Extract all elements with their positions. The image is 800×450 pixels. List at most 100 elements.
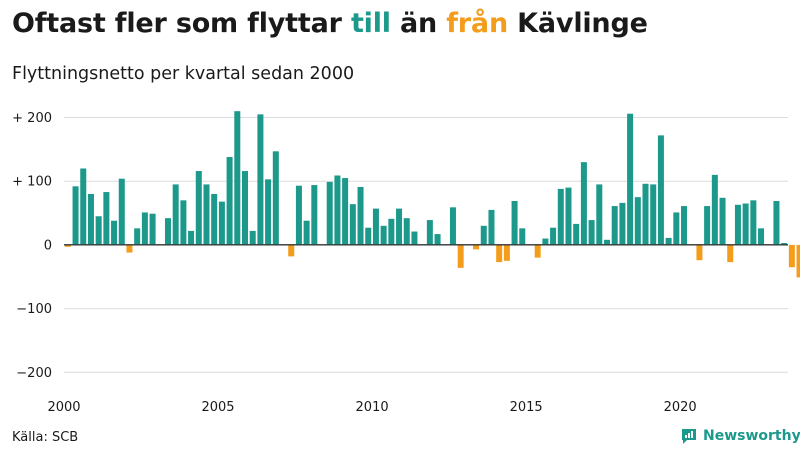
bar bbox=[589, 220, 595, 245]
bar bbox=[512, 201, 518, 245]
y-tick-label: + 200 bbox=[12, 111, 52, 126]
y-tick-label: + 100 bbox=[12, 175, 52, 190]
bar bbox=[573, 224, 579, 245]
bar bbox=[142, 212, 148, 244]
bar bbox=[188, 231, 194, 245]
bar bbox=[111, 221, 117, 245]
bar bbox=[203, 184, 209, 244]
bar-chart: + 200 + 100 0 −100 −200 2000 2005 2010 2015 2020 bbox=[0, 0, 800, 420]
bar bbox=[627, 114, 633, 245]
bar bbox=[119, 179, 125, 245]
bar bbox=[758, 228, 764, 245]
x-tick-label: 2000 bbox=[47, 400, 80, 415]
bar bbox=[619, 203, 625, 245]
bar bbox=[358, 187, 364, 245]
bar bbox=[604, 240, 610, 245]
bar bbox=[558, 189, 564, 245]
bar bbox=[750, 200, 756, 245]
bar bbox=[196, 171, 202, 245]
bar bbox=[727, 245, 733, 262]
bar bbox=[496, 245, 502, 262]
bar bbox=[596, 184, 602, 244]
bar bbox=[696, 245, 702, 260]
bar bbox=[519, 228, 525, 245]
brand-name: Newsworthy bbox=[703, 428, 800, 444]
bar bbox=[458, 245, 464, 268]
bar bbox=[265, 179, 271, 245]
bar bbox=[242, 171, 248, 245]
bar bbox=[134, 228, 140, 245]
bar bbox=[304, 221, 310, 245]
bar bbox=[581, 162, 587, 245]
bar bbox=[735, 205, 741, 245]
bar bbox=[73, 186, 79, 245]
bar bbox=[327, 182, 333, 245]
bar bbox=[150, 214, 156, 245]
bar bbox=[365, 228, 371, 245]
bar bbox=[219, 202, 225, 245]
bar bbox=[180, 200, 186, 245]
bar bbox=[96, 216, 102, 245]
bar bbox=[720, 198, 726, 245]
bar bbox=[743, 204, 749, 245]
bar bbox=[411, 232, 417, 245]
bar bbox=[481, 226, 487, 245]
bar bbox=[296, 186, 302, 245]
bar bbox=[350, 204, 356, 245]
x-tick-label: 2010 bbox=[356, 400, 389, 415]
bar bbox=[565, 188, 571, 245]
bar bbox=[450, 207, 456, 245]
bar bbox=[381, 226, 387, 245]
bar bbox=[250, 231, 256, 245]
bar bbox=[658, 135, 664, 245]
newsworthy-chat-icon bbox=[680, 427, 698, 445]
bar bbox=[435, 234, 441, 245]
bar bbox=[542, 239, 548, 245]
bar bbox=[473, 245, 479, 249]
x-tick-label: 2015 bbox=[510, 400, 543, 415]
bar bbox=[712, 175, 718, 245]
bar bbox=[288, 245, 294, 256]
bar bbox=[550, 228, 556, 245]
bar bbox=[673, 212, 679, 244]
bar bbox=[227, 157, 233, 245]
bar bbox=[165, 218, 171, 245]
bar bbox=[88, 194, 94, 245]
bar bbox=[234, 111, 240, 245]
bar bbox=[650, 184, 656, 244]
bar bbox=[311, 185, 317, 245]
bar bbox=[80, 168, 86, 244]
bar bbox=[211, 194, 217, 245]
bar bbox=[681, 206, 687, 245]
bar bbox=[342, 178, 348, 245]
bar bbox=[797, 245, 800, 277]
bar bbox=[666, 238, 672, 245]
source-note: Källa: SCB bbox=[12, 430, 78, 445]
bar bbox=[612, 206, 618, 245]
bar bbox=[773, 201, 779, 245]
bar bbox=[257, 114, 263, 245]
x-tick-label: 2005 bbox=[201, 400, 234, 415]
bar bbox=[635, 197, 641, 245]
x-tick-label: 2020 bbox=[664, 400, 697, 415]
bar bbox=[273, 151, 279, 245]
bars bbox=[64, 111, 800, 277]
bar bbox=[173, 184, 179, 244]
bar bbox=[704, 206, 710, 245]
bar bbox=[427, 220, 433, 245]
bar bbox=[488, 210, 494, 245]
bar bbox=[388, 219, 394, 245]
bar bbox=[373, 209, 379, 245]
bar bbox=[396, 209, 402, 245]
bar bbox=[334, 176, 340, 245]
y-tick-label: 0 bbox=[44, 238, 52, 253]
y-tick-label: −200 bbox=[16, 366, 52, 381]
bar bbox=[789, 245, 795, 267]
y-tick-label: −100 bbox=[16, 302, 52, 317]
bar bbox=[103, 192, 109, 245]
bar bbox=[535, 245, 541, 258]
bar bbox=[126, 245, 132, 253]
bar bbox=[504, 245, 510, 261]
axis-labels: + 200 + 100 0 −100 −200 2000 2005 2010 2015 2020 bbox=[12, 111, 697, 415]
bar bbox=[404, 218, 410, 245]
